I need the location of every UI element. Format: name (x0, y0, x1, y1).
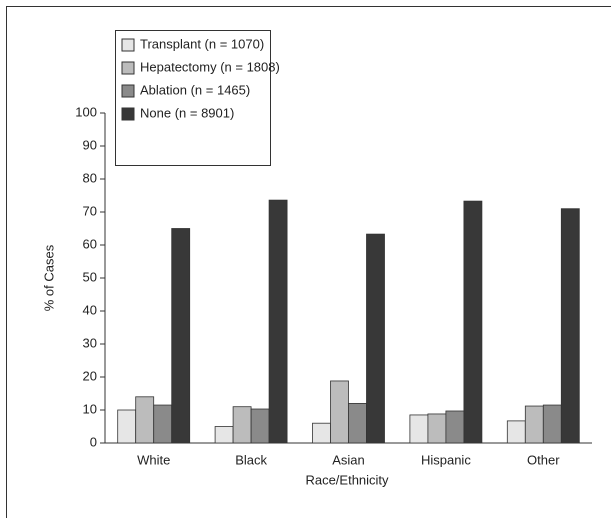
bar (464, 201, 482, 443)
legend-label: None (n = 8901) (140, 105, 234, 120)
bar (367, 234, 385, 443)
y-tick-label: 70 (83, 203, 97, 218)
bar (428, 414, 446, 443)
legend-swatch (122, 108, 134, 120)
bar (251, 409, 269, 443)
y-tick-label: 50 (83, 269, 97, 284)
y-axis-label: % of Cases (41, 244, 56, 311)
bar (313, 423, 331, 443)
bar (233, 407, 251, 443)
bar (561, 209, 579, 443)
x-axis-label: Race/Ethnicity (305, 472, 389, 487)
legend-swatch (122, 85, 134, 97)
y-tick-label: 20 (83, 368, 97, 383)
bar (543, 405, 561, 443)
bar (118, 410, 136, 443)
legend-label: Transplant (n = 1070) (140, 36, 264, 51)
bar (269, 200, 287, 443)
bar (154, 405, 172, 443)
x-tick-label: White (137, 452, 170, 467)
legend-label: Ablation (n = 1465) (140, 82, 250, 97)
y-tick-label: 90 (83, 137, 97, 152)
legend-swatch (122, 62, 134, 74)
bar (136, 397, 154, 443)
y-tick-label: 10 (83, 401, 97, 416)
bar (215, 427, 233, 444)
x-tick-label: Asian (332, 452, 365, 467)
bar (349, 403, 367, 443)
bar (172, 229, 190, 444)
bar (507, 421, 525, 443)
bar (446, 411, 464, 443)
bar (331, 381, 349, 443)
x-tick-label: Hispanic (421, 452, 471, 467)
bar (525, 406, 543, 443)
y-tick-label: 100 (75, 104, 97, 119)
y-tick-label: 80 (83, 170, 97, 185)
y-tick-label: 40 (83, 302, 97, 317)
legend-swatch (122, 39, 134, 51)
x-tick-label: Black (235, 452, 267, 467)
y-tick-label: 0 (90, 434, 97, 449)
y-tick-label: 30 (83, 335, 97, 350)
x-tick-label: Other (527, 452, 560, 467)
y-tick-label: 60 (83, 236, 97, 251)
legend-label: Hepatectomy (n = 1808) (140, 59, 280, 74)
bar (410, 415, 428, 443)
